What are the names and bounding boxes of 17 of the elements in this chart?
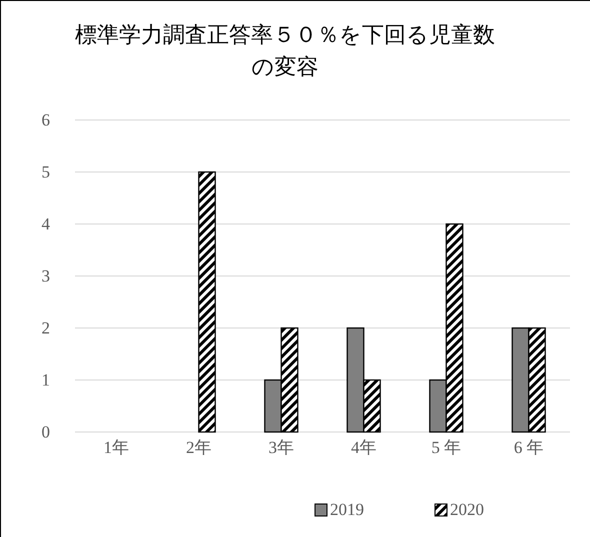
y-tick-label: 6 <box>42 110 50 130</box>
y-tick-label: 1 <box>42 370 50 390</box>
bar <box>198 171 216 433</box>
x-tick-label: 2年 <box>186 438 212 457</box>
y-tick-label: 4 <box>42 214 50 234</box>
y-tick-label: 0 <box>42 422 50 442</box>
y-tick-label: 5 <box>42 162 50 182</box>
y-tick-label: 3 <box>42 266 50 286</box>
x-tick-label: 3年 <box>268 438 294 457</box>
legend-label: 2019 <box>330 500 364 519</box>
x-tick-label: 1年 <box>104 438 129 457</box>
y-tick-label: 2 <box>42 318 50 338</box>
legend-label: 2020 <box>450 500 484 519</box>
x-tick-label: 4年 <box>351 438 376 457</box>
x-tick-label: 5 年 <box>431 438 462 457</box>
x-tick-label: 6 年 <box>514 438 544 457</box>
chart-title: 標準学力調査正答率５０％を下回る児童数の変容 <box>75 23 495 80</box>
